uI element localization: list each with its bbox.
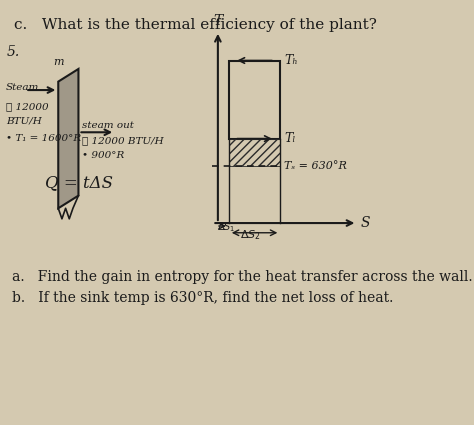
- Text: • 900°R: • 900°R: [82, 150, 125, 160]
- Text: Tₗ: Tₗ: [284, 132, 295, 145]
- Text: T: T: [213, 14, 222, 28]
- Text: a.   Find the gain in entropy for the heat transfer across the wall.: a. Find the gain in entropy for the heat…: [12, 269, 473, 283]
- Text: $\Delta S_1$: $\Delta S_1$: [217, 221, 235, 235]
- Text: Steam: Steam: [6, 83, 39, 92]
- Text: Tₛ = 630°R: Tₛ = 630°R: [284, 161, 347, 171]
- Text: BTU/H: BTU/H: [6, 117, 42, 126]
- Text: m: m: [53, 57, 64, 67]
- Text: Tₕ: Tₕ: [284, 54, 298, 67]
- Text: c.   What is the thermal efficiency of the plant?: c. What is the thermal efficiency of the…: [14, 18, 377, 32]
- Text: $\Delta S_2$: $\Delta S_2$: [240, 229, 261, 243]
- Text: 5.: 5.: [7, 45, 20, 59]
- Text: ① 12000: ① 12000: [6, 102, 48, 111]
- Polygon shape: [58, 69, 78, 208]
- Text: ① 12000 BTU/H: ① 12000 BTU/H: [82, 136, 164, 145]
- Text: b.   If the sink temp is 630°R, find the net loss of heat.: b. If the sink temp is 630°R, find the n…: [12, 291, 394, 305]
- Text: steam out: steam out: [82, 121, 134, 130]
- Text: Q = tΔS: Q = tΔS: [46, 174, 113, 191]
- Text: S: S: [361, 216, 371, 230]
- Text: • T₁ = 1600°R: • T₁ = 1600°R: [6, 134, 81, 143]
